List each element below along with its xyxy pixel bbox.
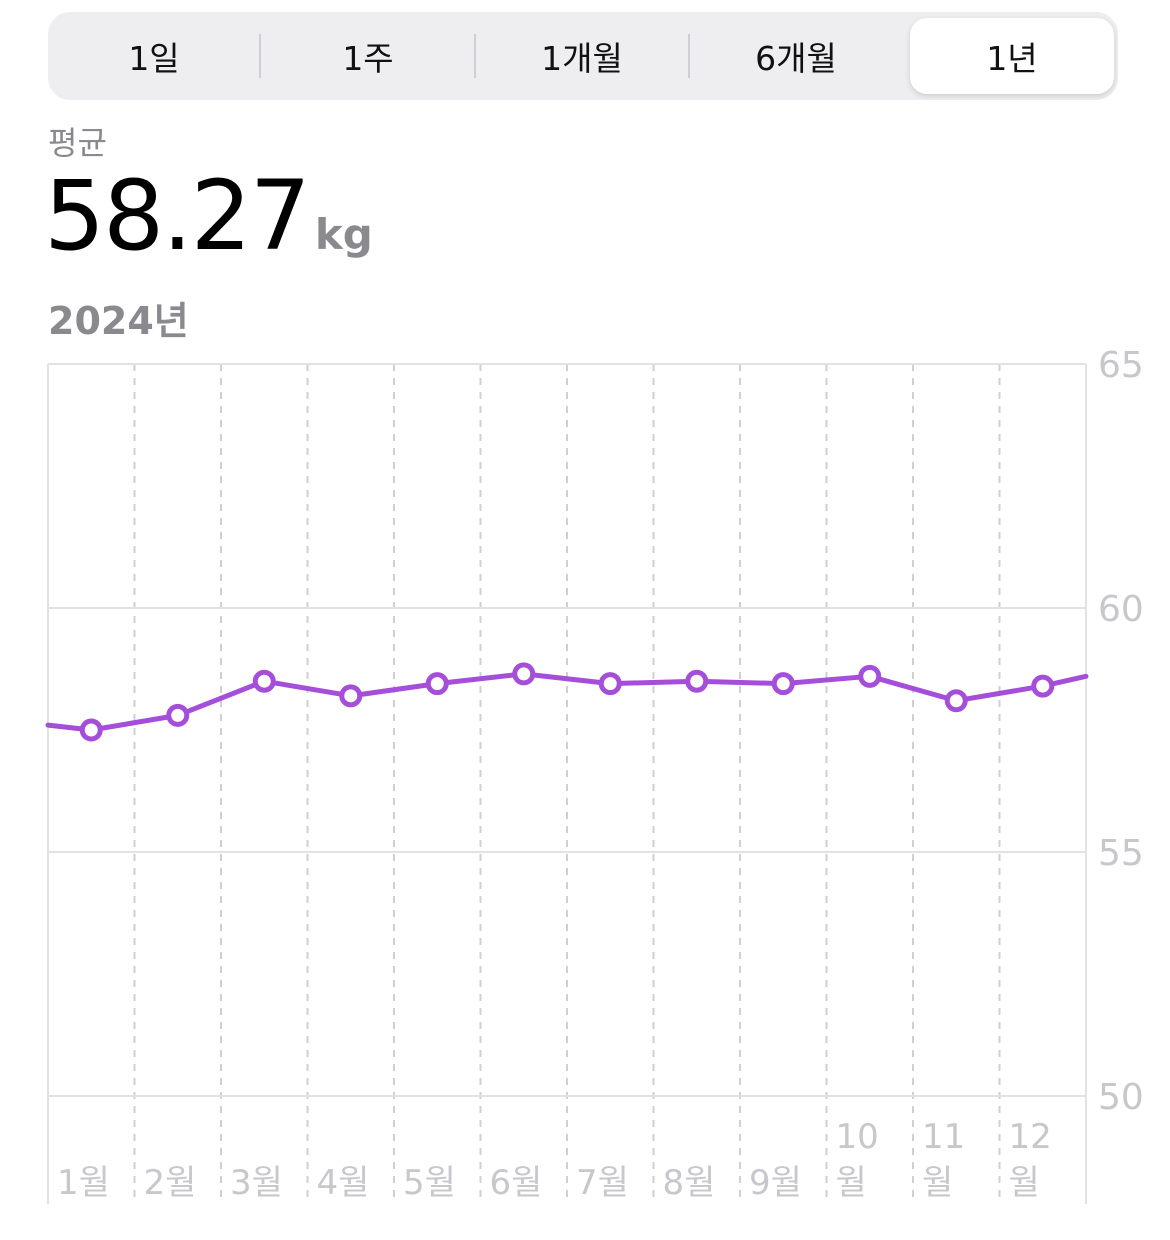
range-1-day-button[interactable]: 1일	[128, 39, 180, 78]
average-value: 58.27 kg	[44, 168, 373, 264]
y-tick-label-60: 60	[1098, 589, 1144, 630]
average-unit: kg	[314, 210, 373, 259]
data-point-8	[685, 669, 709, 693]
data-point-11	[944, 689, 968, 713]
segment-divider	[259, 34, 261, 78]
time-range-segmented-control: 1일 1주 1개월 6개월 1년	[48, 12, 1118, 100]
range-1-year-button[interactable]: 1년	[910, 18, 1114, 94]
x-tick-label: 8월	[663, 1163, 716, 1203]
x-tick-label: 7월	[576, 1163, 629, 1203]
data-point-9	[771, 672, 795, 696]
x-tick-label: 월	[922, 1163, 953, 1203]
average-number: 58.27	[44, 160, 311, 272]
data-point-7	[598, 672, 622, 696]
range-1-month-button[interactable]: 1개월	[541, 39, 623, 78]
data-point-5	[425, 672, 449, 696]
x-tick-label: 3월	[230, 1163, 283, 1203]
data-point-10	[858, 664, 882, 688]
data-point-12	[1031, 674, 1055, 698]
series-line	[45, 671, 1089, 733]
data-point-2	[166, 703, 190, 727]
data-point-1	[79, 718, 103, 742]
x-tick-label: 11	[922, 1117, 965, 1157]
x-tick-label: 월	[1009, 1163, 1040, 1203]
x-tick-label: 4월	[317, 1163, 370, 1203]
x-tick-label: 월	[836, 1163, 867, 1203]
x-tick-label: 12	[1009, 1117, 1052, 1157]
x-tick-label: 10	[836, 1117, 879, 1157]
range-6-month-button[interactable]: 6개월	[755, 39, 837, 78]
x-tick-label: 2월	[144, 1163, 197, 1203]
range-1-week-button[interactable]: 1주	[342, 39, 394, 78]
segment-divider	[474, 34, 476, 78]
period-label: 2024년	[48, 299, 189, 343]
x-tick-label: 6월	[490, 1163, 543, 1203]
data-point-6	[512, 662, 536, 686]
y-tick-label-65: 65	[1098, 345, 1144, 386]
x-tick-label: 1월	[57, 1163, 110, 1203]
segment-divider	[688, 34, 690, 78]
data-point-4	[339, 684, 363, 708]
y-tick-label-55: 55	[1098, 833, 1144, 874]
x-tick-label: 9월	[749, 1163, 802, 1203]
y-tick-label-50: 50	[1098, 1077, 1144, 1118]
average-label: 평균	[48, 124, 107, 162]
x-tick-label: 5월	[403, 1163, 456, 1203]
data-point-3	[252, 669, 276, 693]
